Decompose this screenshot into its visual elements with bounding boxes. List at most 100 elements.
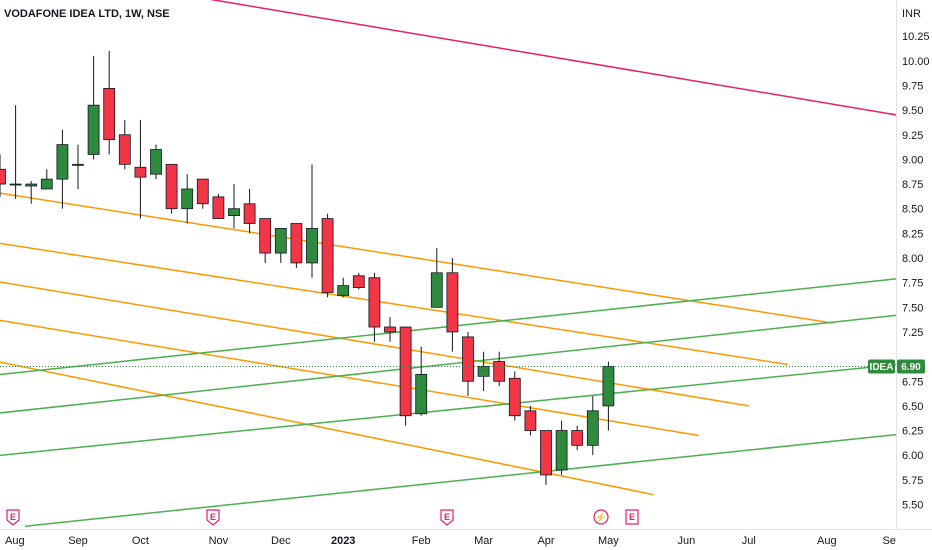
- candle[interactable]: [9, 105, 22, 199]
- candle[interactable]: [243, 188, 256, 234]
- price-tick-label: 8.50: [902, 204, 923, 216]
- orange-trend-line[interactable]: [0, 319, 700, 437]
- candle-body-down: [243, 203, 256, 224]
- candle[interactable]: [586, 396, 599, 456]
- candle[interactable]: [134, 119, 147, 219]
- candle[interactable]: [103, 50, 116, 155]
- event-label: E: [629, 512, 635, 522]
- trend-lines-layer: [0, 0, 898, 527]
- price-tick-label: 6.50: [902, 401, 923, 413]
- earnings-event-icon[interactable]: E: [440, 509, 454, 526]
- candle-body-down: [259, 218, 272, 254]
- candle[interactable]: [493, 351, 506, 387]
- candle[interactable]: [415, 346, 428, 416]
- price-tick-label: 5.75: [902, 475, 923, 487]
- earnings-event-icon[interactable]: E: [206, 509, 220, 526]
- candle[interactable]: [540, 430, 552, 485]
- green-trend-line[interactable]: [0, 314, 898, 414]
- candle[interactable]: [259, 218, 272, 263]
- price-tick-label: 6.00: [902, 450, 923, 462]
- candle[interactable]: [274, 228, 287, 263]
- candle[interactable]: [462, 331, 474, 397]
- time-tick-label: May: [598, 535, 619, 547]
- candle[interactable]: [150, 144, 162, 180]
- candle-body-up: [586, 410, 599, 446]
- last-price-value: 6.90: [901, 362, 921, 373]
- price-tick-label: 7.50: [902, 302, 923, 314]
- candle[interactable]: [430, 248, 443, 308]
- time-tick-label: Dec: [271, 535, 291, 547]
- candle[interactable]: [290, 223, 303, 268]
- candle[interactable]: [524, 405, 537, 436]
- price-tick-label: 9.25: [902, 130, 923, 142]
- candle-body-up: [56, 144, 69, 180]
- candle[interactable]: [384, 317, 396, 342]
- candle[interactable]: [87, 55, 100, 160]
- candle[interactable]: [352, 272, 365, 290]
- candle[interactable]: [508, 371, 521, 421]
- earnings-event-icon[interactable]: E: [625, 509, 639, 525]
- candle[interactable]: [306, 164, 318, 278]
- green-trend-line[interactable]: [0, 363, 898, 457]
- candle-body-down: [134, 166, 147, 178]
- event-label: ⚡: [595, 512, 606, 524]
- candle-body-up: [25, 183, 38, 187]
- candle[interactable]: [399, 326, 412, 426]
- price-tick-label: 9.00: [902, 154, 923, 166]
- candle-body-up: [430, 272, 443, 308]
- symbol-label: IDEA: [870, 362, 894, 373]
- candle[interactable]: [555, 420, 568, 475]
- candle[interactable]: [56, 129, 69, 209]
- price-tick-label: 6.75: [902, 376, 923, 388]
- candle-body-down: [103, 88, 116, 141]
- candle[interactable]: [446, 258, 459, 352]
- candle-body-down: [399, 326, 412, 417]
- time-tick-label: Sep: [68, 535, 88, 547]
- candle-body-up: [555, 430, 568, 471]
- candle[interactable]: [321, 213, 334, 298]
- candle[interactable]: [228, 184, 240, 229]
- orange-trend-line[interactable]: [0, 281, 749, 407]
- candle-body-up: [306, 228, 318, 264]
- time-tick-label: Jun: [678, 535, 696, 547]
- time-tick-label: Jul: [742, 535, 756, 547]
- candle[interactable]: [0, 154, 6, 197]
- last-price-badges: IDEA 6.90: [868, 359, 925, 374]
- price-tick-label: 5.50: [902, 500, 923, 512]
- candle-body-down: [384, 326, 396, 333]
- orange-trend-line[interactable]: [0, 242, 788, 366]
- green-trend-line[interactable]: [24, 433, 898, 527]
- chart-title: VODAFONE IDEA LTD, 1W, NSE: [4, 8, 170, 20]
- candle-body-up: [274, 228, 287, 254]
- candle[interactable]: [212, 193, 225, 219]
- red-trend-line[interactable]: [165, 0, 898, 116]
- time-tick-label: Oct: [132, 535, 149, 547]
- candle[interactable]: [571, 425, 584, 451]
- candle[interactable]: [25, 181, 38, 204]
- earnings-event-icon[interactable]: E: [6, 509, 20, 526]
- time-tick-label: Se: [882, 535, 895, 547]
- price-tick-label: 6.25: [902, 426, 923, 438]
- candle[interactable]: [368, 272, 381, 342]
- last-price-badge: [897, 359, 925, 374]
- event-label: E: [444, 512, 450, 522]
- split-event-icon[interactable]: ⚡: [593, 509, 609, 525]
- candle[interactable]: [40, 169, 53, 190]
- green-trend-line[interactable]: [0, 277, 898, 376]
- candle[interactable]: [602, 361, 615, 431]
- candle-body-down: [290, 223, 303, 264]
- candle[interactable]: [72, 144, 84, 189]
- symbol-badge: [868, 359, 895, 374]
- candle-body-down: [118, 134, 131, 165]
- candle-body-up: [87, 104, 100, 155]
- price-axis[interactable]: INR: [896, 0, 922, 529]
- candle[interactable]: [337, 277, 350, 298]
- candle-body-up: [72, 163, 84, 166]
- candle[interactable]: [165, 163, 178, 214]
- candle[interactable]: [118, 119, 131, 170]
- price-tick-label: 9.50: [902, 105, 923, 117]
- candle[interactable]: [181, 174, 194, 224]
- price-tick-label: 9.75: [902, 80, 923, 92]
- candle[interactable]: [196, 178, 209, 209]
